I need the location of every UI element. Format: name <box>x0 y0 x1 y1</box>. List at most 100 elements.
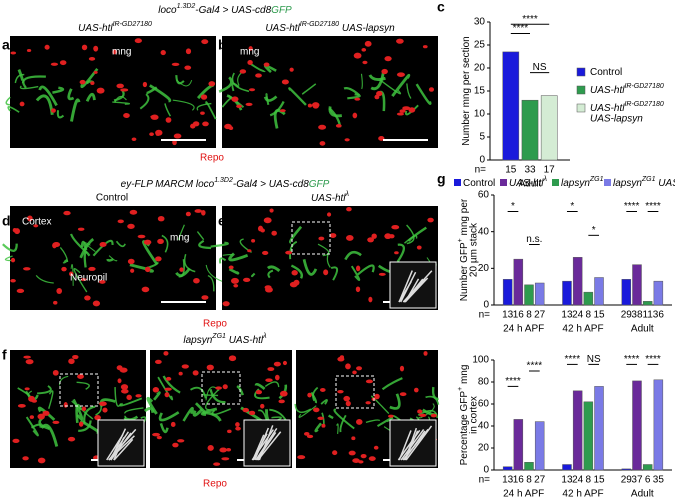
nucleus <box>273 361 281 367</box>
mng-label: mng <box>240 47 259 58</box>
nucleus <box>29 415 34 419</box>
glia-process <box>25 416 39 437</box>
x-tick-label: 24 h APF <box>503 489 544 499</box>
nucleus <box>150 115 157 119</box>
panel-letter: g <box>437 171 446 187</box>
nucleus <box>206 364 214 371</box>
glia-process <box>289 240 298 260</box>
glia-process <box>35 274 54 284</box>
n-count: 8 <box>526 310 532 321</box>
glia-process <box>83 251 91 268</box>
genotype-title-part: loco <box>158 5 177 16</box>
inset-process <box>398 270 413 303</box>
glia-process <box>205 101 217 120</box>
bar <box>513 419 524 471</box>
nucleus <box>257 225 264 232</box>
legend-label: Control <box>590 67 622 78</box>
nucleus <box>160 50 166 56</box>
legend-swatch <box>500 179 507 186</box>
nucleus <box>117 219 124 224</box>
glia-process <box>7 106 20 113</box>
nucleus <box>78 421 84 427</box>
n-count: 15 <box>505 165 517 176</box>
nucleus <box>14 228 21 235</box>
glia-process <box>210 241 229 248</box>
glia-process <box>37 406 56 421</box>
n-count: 8 <box>586 475 592 486</box>
glia-process <box>205 389 219 411</box>
nucleus <box>130 268 135 273</box>
nucleus <box>201 209 206 216</box>
marcm-title: ey-FLP MARCM loco1.3D2-Gal4 > UAS-cd8GFP <box>121 177 330 189</box>
y-tick-label: 20 <box>478 263 490 274</box>
glia-process <box>79 237 95 259</box>
micrograph-texture <box>5 38 217 146</box>
panel-b-label: UAS-htlIR-GD27180 UAS-lapsyn <box>265 21 395 33</box>
glia-process <box>357 264 375 276</box>
glia-process <box>197 231 205 241</box>
nucleus <box>69 271 74 277</box>
nucleus <box>317 416 325 421</box>
nucleus <box>26 48 32 52</box>
n-count: 27 <box>534 475 546 486</box>
glia-process <box>70 98 81 122</box>
glia-process <box>175 75 185 85</box>
nucleus <box>374 393 380 400</box>
nucleus <box>181 364 189 369</box>
nucleus <box>329 233 337 238</box>
nucleus <box>221 457 230 461</box>
nucleus <box>131 137 137 141</box>
y-tick-label: 0 <box>483 465 489 476</box>
nucleus <box>388 414 394 418</box>
n-count: 17 <box>544 165 556 176</box>
glia-process <box>70 233 88 254</box>
nucleus <box>207 445 214 451</box>
nucleus <box>194 209 203 213</box>
x-tick-label: Adult <box>519 179 542 190</box>
glia-process <box>314 422 322 433</box>
glia-process <box>207 274 215 292</box>
nucleus <box>351 436 356 441</box>
nucleus <box>80 278 87 282</box>
y-axis-label-part: mng <box>459 365 470 387</box>
glia-process <box>149 84 172 103</box>
nucleus <box>52 420 60 424</box>
panel-b-label-part: IR-GD27180 <box>300 21 339 28</box>
significance-label: **** <box>522 14 538 25</box>
nucleus <box>164 387 172 391</box>
glia-process <box>83 241 96 252</box>
glia-process <box>405 104 419 116</box>
nucleus <box>297 455 306 460</box>
y-tick-label: 15 <box>474 86 486 97</box>
nucleus <box>120 384 129 390</box>
glia-process <box>333 408 355 430</box>
nucleus <box>185 48 192 55</box>
nucleus <box>396 72 405 77</box>
nucleus <box>264 285 272 290</box>
nucleus <box>248 46 253 51</box>
nucleus <box>364 40 372 47</box>
glia-process <box>289 225 303 244</box>
nucleus <box>123 113 130 118</box>
glia-process <box>200 407 218 417</box>
n-count: 38 <box>631 310 643 321</box>
genotype-title-part: GFP <box>271 5 292 16</box>
mng-label: mng <box>170 233 189 244</box>
nucleus <box>102 407 108 413</box>
legend-label-part: UAS-htl <box>590 85 625 96</box>
glia-process <box>115 240 126 248</box>
nucleus <box>23 267 31 271</box>
nucleus <box>99 401 107 406</box>
nucleus <box>42 410 50 416</box>
nucleus <box>192 370 199 376</box>
panel-b-label-part: UAS-htl <box>265 23 300 34</box>
nucleus <box>428 87 435 92</box>
nucleus <box>56 288 63 294</box>
glia-process <box>344 250 362 261</box>
nucleus <box>345 234 354 241</box>
nucleus <box>242 407 250 413</box>
nucleus <box>430 413 437 418</box>
nucleus <box>201 39 209 45</box>
nucleus <box>129 209 138 215</box>
nucleus <box>282 360 287 366</box>
